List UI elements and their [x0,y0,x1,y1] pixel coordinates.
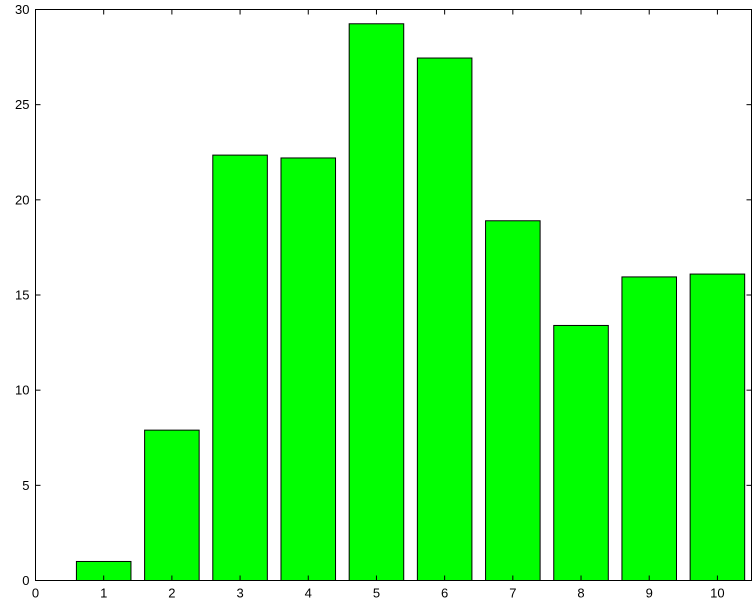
bar-9 [621,276,677,581]
x-tick-label-8: 8 [577,586,584,601]
x-tick-label-0: 0 [32,586,39,601]
bar-6 [416,57,473,582]
x-tick-label-6: 6 [441,586,448,601]
x-tick-label-1: 1 [100,586,107,601]
y-tick-label-10: 10 [15,383,29,398]
y-axis-tick-labels: 0 5 10 15 20 25 30 [15,2,29,588]
x-tick-label-2: 2 [168,586,175,601]
y-tick-label-30: 30 [15,2,29,17]
x-tick-label-10: 10 [710,586,724,601]
bar-3 [212,154,268,581]
x-axis-tick-labels: 0 1 2 3 4 5 6 7 8 9 10 [32,586,725,601]
y-tick-label-20: 20 [15,192,29,207]
x-tick-label-7: 7 [509,586,516,601]
x-tick-label-3: 3 [236,586,243,601]
x-tick-label-4: 4 [305,586,312,601]
y-tick-label-25: 25 [15,97,29,112]
bar-8 [553,324,609,581]
x-axis-ticks [35,9,718,581]
bar-7 [485,220,541,582]
bars-group [75,23,746,582]
bar-10 [689,273,746,581]
x-tick-label-5: 5 [373,586,380,601]
bar-2 [144,429,200,581]
y-tick-label-15: 15 [15,288,29,303]
y-tick-label-5: 5 [22,478,29,493]
y-tick-label-0: 0 [22,573,29,588]
bar-5 [348,23,405,581]
x-tick-label-9: 9 [646,586,653,601]
bar-4 [280,157,337,582]
